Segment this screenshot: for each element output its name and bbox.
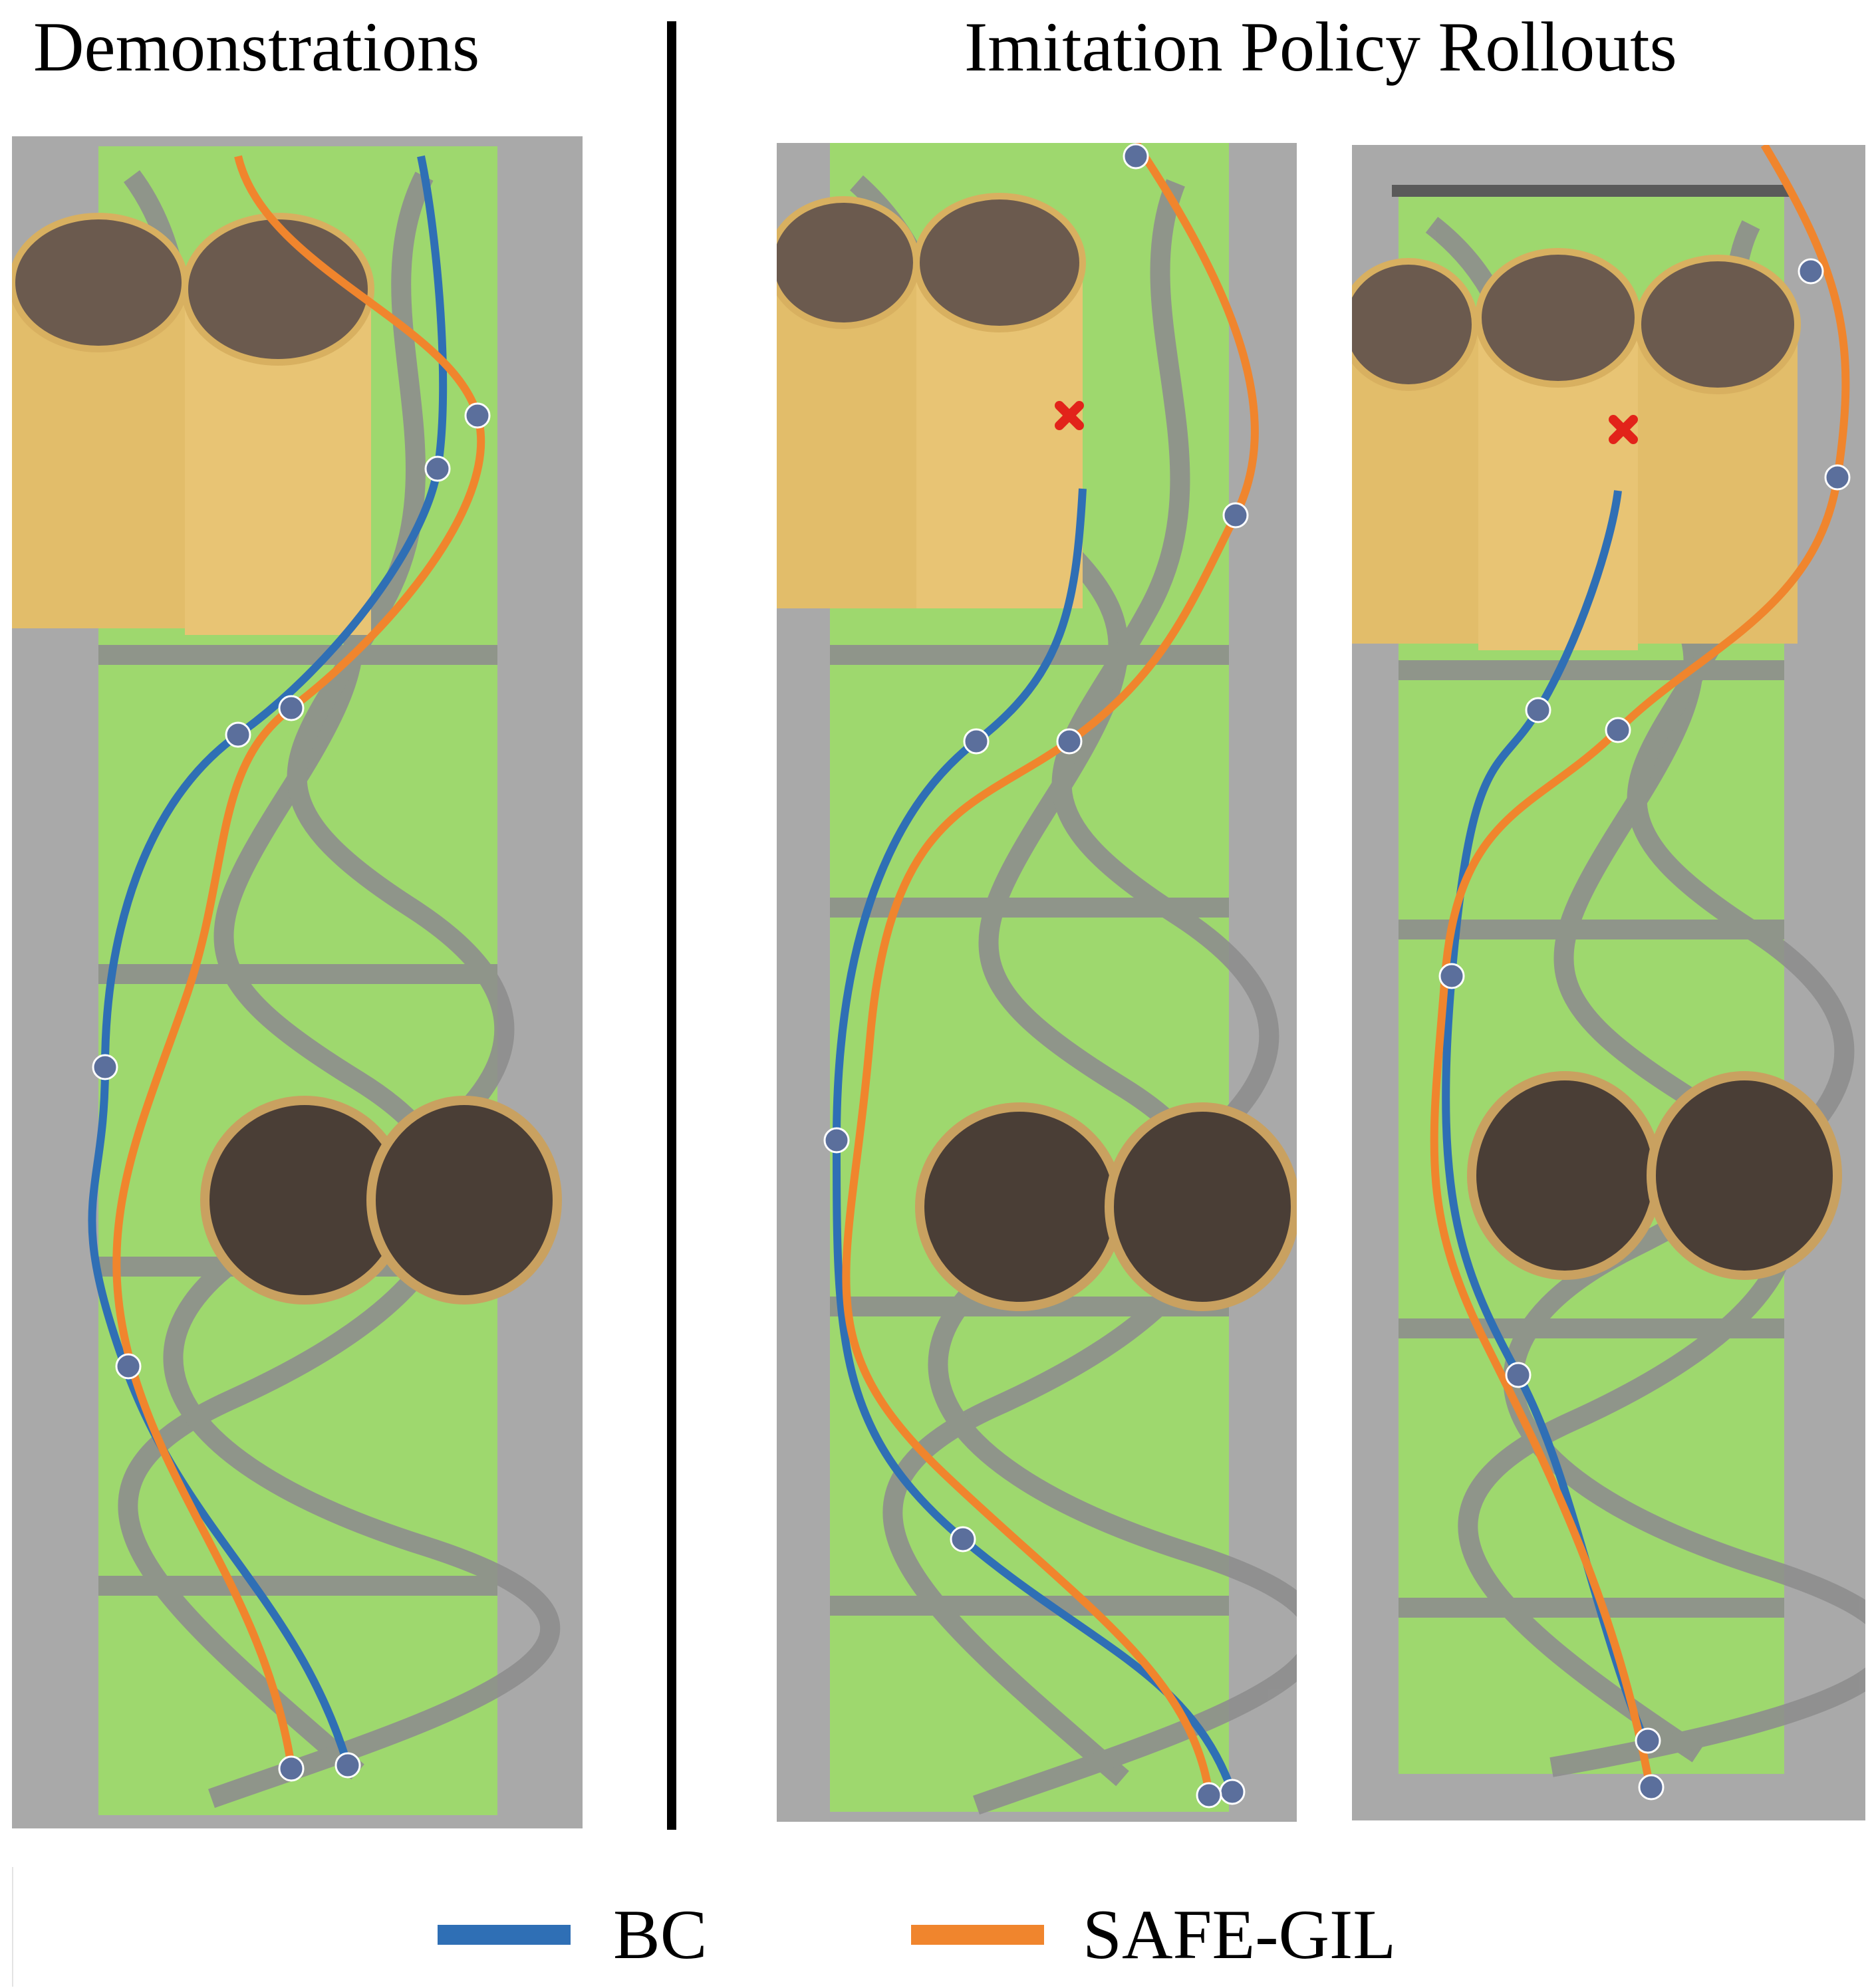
rollout-panel-1	[777, 143, 1297, 1822]
drone-markers	[1438, 258, 1851, 1801]
drone-markers	[92, 402, 491, 1782]
imitation-policy-rollouts-title: Imitation Policy Rollouts	[964, 8, 1677, 86]
tube-obstacles-top	[777, 193, 1086, 608]
collision-x-icon	[1609, 415, 1638, 444]
tube-obstacles-bottom	[915, 1102, 1297, 1311]
safe-gil-legend-swatch	[911, 1925, 1044, 1945]
rollout-scene-1	[777, 143, 1297, 1815]
tube-obstacles-top	[12, 213, 374, 635]
vertical-divider	[667, 21, 676, 1830]
safe-gil-trajectory-path	[112, 155, 485, 1766]
tube-obstacles-top	[1352, 248, 1801, 650]
tube-obstacles-bottom	[1467, 1071, 1842, 1280]
safe-gil-legend-label: SAFE-GIL	[1083, 1896, 1397, 1973]
mat-edge-tape	[1392, 185, 1791, 197]
safe-gil-trajectory-path	[842, 143, 1259, 1793]
rollout-panel-2	[1352, 145, 1865, 1820]
bc-legend-swatch	[438, 1925, 571, 1945]
tube-obstacles-bottom	[200, 1096, 562, 1305]
demonstrations-title: Demonstrations	[33, 8, 480, 86]
bc-trajectory-path	[1442, 490, 1649, 1743]
rollout-scene-2	[1352, 145, 1865, 1801]
legend-left-rule	[12, 1867, 13, 1987]
demonstrations-panel	[12, 136, 583, 1828]
bc-legend-label: BC	[613, 1896, 708, 1973]
drone-markers	[823, 143, 1249, 1808]
safe-gil-trajectory-path	[1430, 145, 1850, 1795]
collision-x-icon	[1055, 401, 1084, 430]
demonstrations-scene	[12, 146, 562, 1815]
